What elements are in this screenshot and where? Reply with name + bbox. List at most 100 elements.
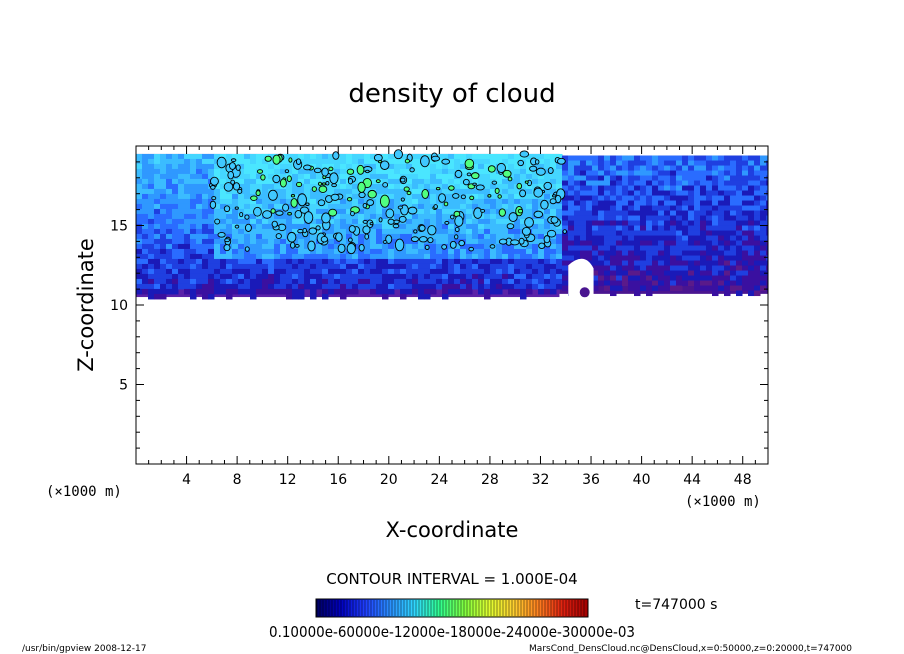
cloud-cell [730, 225, 737, 232]
cloud-cell [568, 255, 575, 262]
cloud-cell [646, 245, 653, 252]
cloud-cell [628, 270, 635, 277]
cloud-cell [142, 223, 149, 230]
cloud-cell [256, 283, 263, 290]
cloud-cell [316, 153, 323, 160]
cloud-cell [382, 213, 389, 220]
cloud-cell [544, 253, 551, 260]
cloud-cell [700, 205, 707, 212]
cloud-cell [706, 190, 713, 197]
cloud-cell [394, 233, 401, 240]
cloud-cell [418, 188, 425, 195]
cloud-cell [280, 208, 287, 215]
cloud-cell [514, 173, 521, 180]
cloud-cell [196, 253, 203, 260]
cloud-cell [502, 263, 509, 270]
cloud-cell [472, 198, 479, 205]
cloud-cell [196, 213, 203, 220]
cloud-cell [616, 280, 623, 287]
cloud-cell [682, 250, 689, 257]
cloud-cell [346, 278, 353, 285]
cloud-cell [454, 158, 461, 165]
cloud-cell [688, 155, 695, 162]
cloud-cell [454, 273, 461, 280]
cloud-cell [490, 193, 497, 200]
cloud-cell [466, 213, 473, 220]
cloud-cell [742, 270, 749, 277]
cloud-cell [388, 283, 395, 290]
cloud-cell [382, 283, 389, 290]
cloud-cell [298, 173, 305, 180]
cloud-cell [478, 228, 485, 235]
cloud-cell [520, 278, 527, 285]
cloud-cell [424, 173, 431, 180]
cloud-cell [394, 198, 401, 205]
cloud-cell [652, 200, 659, 207]
cloud-cell [430, 193, 437, 200]
cloud-cell [346, 158, 353, 165]
cloud-cell [310, 198, 317, 205]
cloud-cell [226, 233, 233, 240]
cloud-cell [160, 243, 167, 250]
cloud-cell [208, 228, 215, 235]
cloud-cell [586, 165, 593, 172]
cloud-cell [448, 253, 455, 260]
cloud-cell [490, 158, 497, 165]
cloud-cell [256, 173, 263, 180]
cloud-cell [226, 288, 233, 295]
cloud-cell [532, 173, 539, 180]
cloud-cell [592, 280, 599, 287]
cloud-cell [538, 273, 545, 280]
cloud-cell [544, 268, 551, 275]
cloud-cell [262, 248, 269, 255]
cloud-cell [256, 178, 263, 185]
cloud-cell [604, 225, 611, 232]
cloud-cell [238, 278, 245, 285]
contour-blob [358, 191, 366, 199]
cloud-cell [562, 250, 569, 257]
cloud-cell [658, 285, 665, 292]
cloud-cell [292, 178, 299, 185]
cloud-cell [508, 158, 515, 165]
cloud-cell [508, 203, 515, 210]
cloud-cell [568, 230, 575, 237]
cloud-cell [316, 278, 323, 285]
cloud-cell [508, 288, 515, 295]
cloud-cell [388, 248, 395, 255]
cloud-cell [706, 210, 713, 217]
cloud-cell [682, 275, 689, 282]
cloud-cell [490, 233, 497, 240]
cloud-cell [376, 193, 383, 200]
cloud-cell [328, 168, 335, 175]
cloud-cell [760, 190, 767, 197]
cloud-cell [754, 230, 761, 237]
cloud-cell [598, 245, 605, 252]
cloud-cell [448, 188, 455, 195]
cloud-cell [352, 263, 359, 270]
cloud-cell [712, 240, 719, 247]
cloud-cell [574, 195, 581, 202]
cloud-cell [238, 283, 245, 290]
cloud-cell [622, 180, 629, 187]
cloud-cell [418, 278, 425, 285]
cloud-cell [364, 253, 371, 260]
cloud-cell [580, 205, 587, 212]
cloud-cell [592, 170, 599, 177]
cloud-cell [478, 258, 485, 265]
cloud-cell [400, 163, 407, 170]
cloud-cell [430, 253, 437, 260]
cloud-cell [598, 175, 605, 182]
cloud-cell [676, 240, 683, 247]
contour-blob [307, 240, 316, 252]
cloud-cell [154, 218, 161, 225]
cloud-cell [268, 248, 275, 255]
cloud-cell [766, 235, 768, 242]
cloud-cell [298, 178, 305, 185]
cloud-cell [448, 198, 455, 205]
cloud-cell [628, 170, 635, 177]
cloud-cell [406, 268, 413, 275]
cloud-cell [436, 188, 443, 195]
cloud-cell [760, 170, 767, 177]
cloud-cell [544, 188, 551, 195]
cloud-cell [274, 273, 281, 280]
